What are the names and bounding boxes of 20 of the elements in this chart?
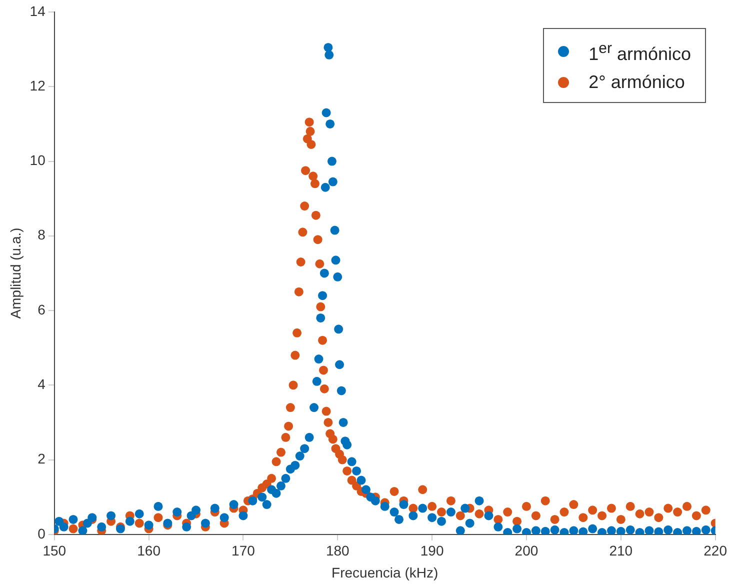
x-tick-label: 190 bbox=[420, 542, 444, 559]
y-tick-label: 6 bbox=[38, 301, 46, 318]
x-tick-label: 150 bbox=[42, 542, 66, 559]
y-tick-label: 8 bbox=[38, 226, 46, 243]
x-tick-label: 180 bbox=[326, 542, 350, 559]
legend-label: 2° armónico bbox=[588, 71, 685, 94]
legend-label: 1$^{er}$ armónico bbox=[588, 39, 691, 66]
y-tick-label: 12 bbox=[30, 77, 46, 94]
x-axis-title: Frecuencia (kHz) bbox=[332, 564, 438, 580]
x-tick-label: 200 bbox=[514, 542, 538, 559]
x-tick-label: 160 bbox=[137, 542, 161, 559]
x-tick-label: 170 bbox=[232, 542, 256, 559]
y-tick-label: 2 bbox=[38, 450, 46, 467]
y-tick-label: 14 bbox=[30, 2, 46, 19]
y-tick-label: 0 bbox=[38, 525, 46, 542]
y-tick-label: 4 bbox=[38, 376, 46, 392]
y-axis-title: Amplitud (u.a.) bbox=[7, 228, 24, 319]
x-tick-label: 210 bbox=[609, 542, 633, 559]
x-tick-label: 220 bbox=[704, 542, 728, 559]
y-tick-label: 10 bbox=[30, 152, 46, 168]
